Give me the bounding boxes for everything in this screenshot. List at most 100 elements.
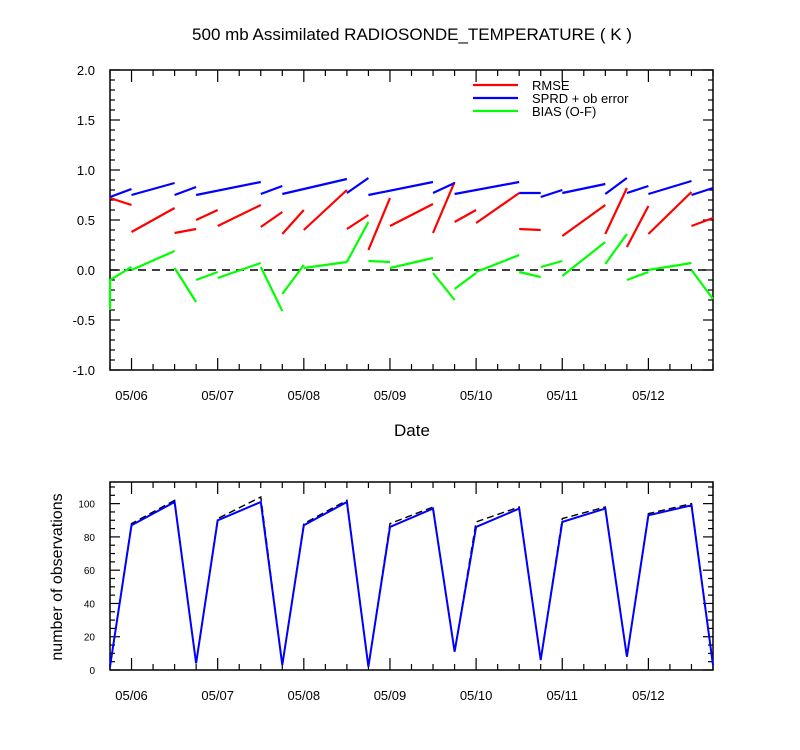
series-line-segment	[625, 205, 650, 248]
series-line-segment	[195, 270, 219, 282]
series-line-segment	[389, 203, 434, 227]
series-line-segment	[454, 209, 477, 223]
series-line-segment	[260, 184, 283, 196]
top-x-tick-label: 05/10	[460, 388, 493, 403]
series-assimilated	[109, 500, 714, 667]
series-line-segment	[281, 264, 305, 295]
bottom-y-tick-label: 40	[84, 599, 96, 610]
series-line-segment	[281, 209, 305, 235]
y-axis-label: number of observations	[49, 493, 66, 660]
top-y-tick-label: -0.5	[73, 313, 95, 328]
series-line-segment	[432, 182, 456, 194]
chart-title: 500 mb Assimilated RADIOSONDE_TEMPERATUR…	[192, 25, 632, 44]
bottom-y-tick-label: 100	[78, 500, 95, 511]
top-axes-frame	[109, 69, 714, 371]
series-line-segment	[604, 187, 628, 235]
series-line-segment	[431, 181, 456, 234]
series-line-segment	[109, 196, 132, 207]
observations-panel: 05/06 05/07 05/08 05/09 05/10 05/11 05/12 100 80…	[49, 481, 714, 703]
bottom-y-tick-label: 20	[84, 633, 96, 644]
series-line-segment	[519, 227, 541, 232]
series-line-segment	[131, 181, 175, 197]
series-line-segment	[174, 185, 197, 197]
top-x-tick-label: 05/06	[115, 388, 148, 403]
top-x-tick-label: 05/11	[546, 388, 578, 403]
series-line-segment	[303, 189, 348, 231]
top-y-tick-label: 1.0	[77, 163, 95, 178]
series-line-segment	[217, 204, 262, 227]
legend-label: RMSE	[532, 78, 570, 93]
top-x-tick-label: 05/12	[632, 388, 665, 403]
series-line-segment	[130, 207, 176, 233]
series-line-segment	[389, 256, 434, 270]
x-axis-label: Date	[394, 421, 430, 440]
series-line-segment	[691, 216, 714, 228]
series-line-segment	[282, 177, 348, 196]
series-line-segment	[108, 266, 133, 310]
series-line-segment	[690, 269, 714, 300]
bottom-x-tick-label: 05/11	[546, 688, 578, 703]
bottom-x-tick-label: 05/10	[460, 688, 493, 703]
series-line-segment	[647, 191, 693, 235]
series-line-segment	[259, 266, 284, 312]
bottom-y-tick-label: 0	[89, 666, 95, 677]
series-line-segment	[368, 259, 391, 264]
series-line-segment	[345, 221, 370, 263]
series-line-segment	[626, 270, 649, 282]
series-line-segment	[475, 253, 520, 274]
series-sprd-ob-error	[109, 177, 714, 199]
series-line-segment	[604, 177, 628, 195]
bottom-x-tick-label: 05/12	[632, 688, 665, 703]
series-line-segment	[648, 261, 692, 272]
series-line-segment	[562, 182, 606, 195]
series-rmse	[109, 181, 714, 251]
top-y-tick-label: 0.5	[77, 213, 95, 228]
series-line-segment	[303, 260, 348, 270]
series-line-segment	[561, 204, 606, 237]
series-total	[109, 495, 714, 667]
top-plot-area: 05/06 05/07 05/08 05/09 05/10 05/11 05/12 2.0 1.…	[73, 63, 714, 403]
bottom-y-tick-label: 60	[84, 566, 96, 577]
series-line-segment	[131, 249, 176, 272]
legend-label: BIAS (O-F)	[532, 104, 596, 119]
rmse-bias-panel: 500 mb Assimilated RADIOSONDE_TEMPERATUR…	[73, 25, 714, 440]
series-line-segment	[540, 188, 563, 199]
bottom-x-tick-label: 05/09	[374, 688, 407, 703]
series-line-segment	[260, 211, 283, 228]
series-line-segment	[432, 272, 456, 301]
top-y-tick-label: 1.5	[77, 113, 95, 128]
series-line-segment	[346, 177, 370, 194]
series-line-segment	[475, 192, 520, 224]
bottom-y-tick-label: 80	[84, 533, 96, 544]
top-x-tick-label: 05/07	[201, 388, 234, 403]
series-line-segment	[367, 197, 392, 251]
series-line-segment	[561, 241, 606, 277]
series-line-segment	[195, 180, 262, 197]
top-y-tick-label: 0.0	[77, 263, 95, 278]
series-line-segment	[691, 186, 714, 197]
series-bias-o-f-	[108, 221, 714, 312]
series-line-segment	[217, 261, 262, 280]
bottom-axes-frame	[109, 481, 714, 671]
series-line-segment	[626, 184, 649, 195]
legend-label: SPRD + ob error	[532, 91, 629, 106]
series-line-segment	[368, 180, 434, 197]
series-line-segment	[109, 187, 132, 199]
top-y-tick-label: 2.0	[77, 63, 95, 78]
top-y-tick-label: -1.0	[73, 363, 95, 378]
bottom-x-tick-label: 05/06	[115, 688, 148, 703]
top-x-tick-label: 05/09	[374, 388, 407, 403]
series-line-segment	[518, 270, 541, 279]
series-line-segment	[604, 233, 628, 265]
bottom-x-tick-label: 05/08	[288, 688, 321, 703]
series-line-segment	[173, 267, 198, 303]
series-line-segment	[648, 179, 692, 196]
top-x-tick-label: 05/08	[288, 388, 321, 403]
series-line-segment	[454, 180, 520, 196]
series-line-segment	[346, 214, 370, 230]
series-line-segment	[195, 209, 219, 221]
bottom-plot-area: 05/06 05/07 05/08 05/09 05/10 05/11 05/12 100 80…	[78, 481, 714, 703]
series-line-segment	[540, 259, 563, 269]
